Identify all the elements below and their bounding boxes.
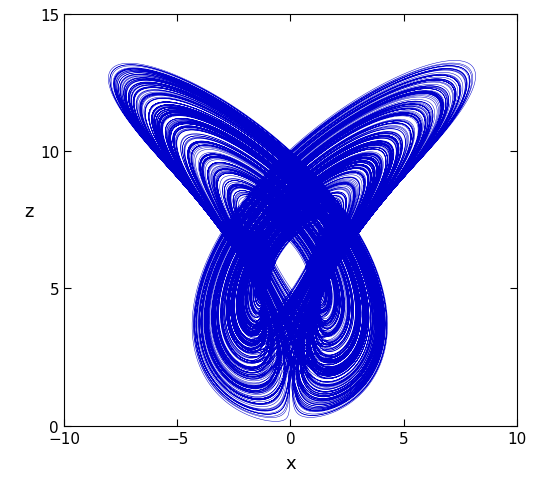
Y-axis label: z: z xyxy=(24,202,34,220)
X-axis label: x: x xyxy=(285,454,296,472)
